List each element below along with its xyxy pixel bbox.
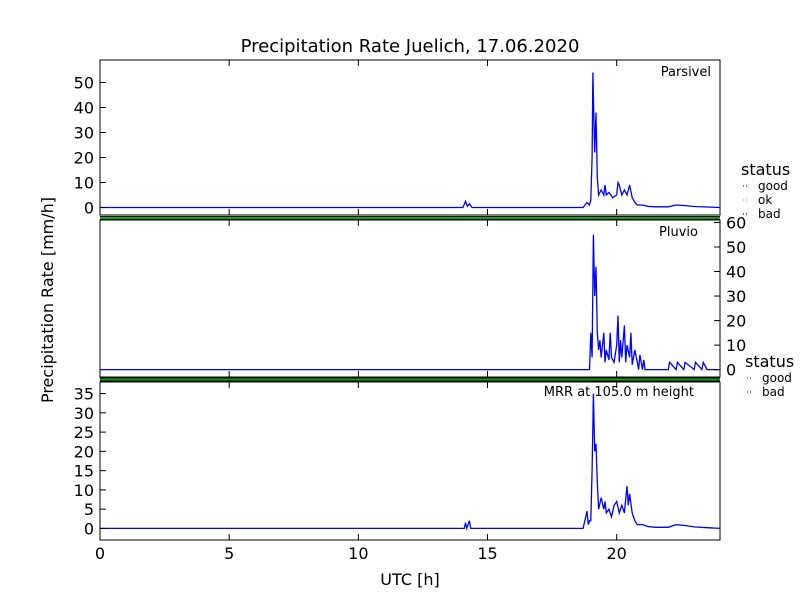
panel-label-pluvio: Pluvio (659, 225, 698, 240)
panel-parsivel: Parsivel (99, 59, 721, 216)
y-tick-label: 40 (726, 263, 746, 282)
y-tick-label: 0 (84, 519, 94, 538)
x-tick-label: 0 (95, 544, 105, 563)
x-axis-label: UTC [h] (380, 570, 439, 589)
series-line-0 (100, 72, 721, 209)
x-tick-label: 15 (477, 544, 497, 563)
y-tick-label: 40 (74, 99, 94, 118)
legend-entry-ok: ok (743, 193, 772, 207)
legend-entry-bad: bad (743, 207, 781, 221)
legend-title: status (741, 160, 790, 179)
panel-frame (99, 59, 721, 216)
y-tick-label: 30 (74, 124, 94, 143)
y-tick-label: 10 (726, 336, 746, 355)
y-tick-label: 60 (726, 213, 746, 232)
panel-label-mrr: MRR at 105.0 m height (544, 385, 694, 400)
panel-mrr: MRR at 105.0 m height (99, 381, 721, 541)
status-bar-parsivel (100, 216, 720, 220)
y-tick-label: 30 (74, 404, 94, 423)
legend-label: bad (762, 385, 785, 399)
x-tick-label: 20 (606, 544, 626, 563)
legend-title: status (745, 352, 794, 371)
legend-label: bad (758, 207, 781, 221)
legend-label: ok (758, 193, 772, 207)
y-tick-label: 5 (84, 500, 94, 519)
panel-label-parsivel: Parsivel (661, 65, 711, 80)
series-line-2 (100, 393, 721, 531)
y-tick-label: 0 (84, 199, 94, 218)
y-tick-label: 30 (726, 287, 746, 306)
y-tick-label: 25 (74, 423, 94, 442)
x-tick-label: 10 (348, 544, 368, 563)
y-tick-label: 20 (74, 149, 94, 168)
y-tick-label: 35 (74, 385, 94, 404)
legend-label: good (758, 179, 788, 193)
legend-entry-good: good (743, 179, 788, 193)
y-tick-label: 0 (726, 361, 736, 380)
legend-label: good (762, 371, 792, 385)
y-tick-label: 50 (726, 238, 746, 257)
y-axis-label: Precipitation Rate [mm/h] (38, 197, 57, 403)
chart-title: Precipitation Rate Juelich, 17.06.2020 (241, 36, 580, 57)
legend-entry-good: good (747, 371, 792, 385)
y-tick-label: 10 (74, 481, 94, 500)
panel-frame (99, 381, 721, 541)
legend-status-2: status good bad (745, 352, 794, 399)
status-bar-pluvio (100, 377, 720, 382)
legend-entry-bad: bad (747, 385, 785, 399)
y-tick-label: 15 (74, 462, 94, 481)
legend-status-1: status good ok bad (741, 160, 790, 221)
y-tick-label: 50 (74, 74, 94, 93)
x-tick-label: 5 (224, 544, 234, 563)
y-tick-label: 20 (726, 312, 746, 331)
y-tick-label: 20 (74, 442, 94, 461)
y-tick-label: 10 (74, 174, 94, 193)
series-line-1 (100, 234, 720, 372)
